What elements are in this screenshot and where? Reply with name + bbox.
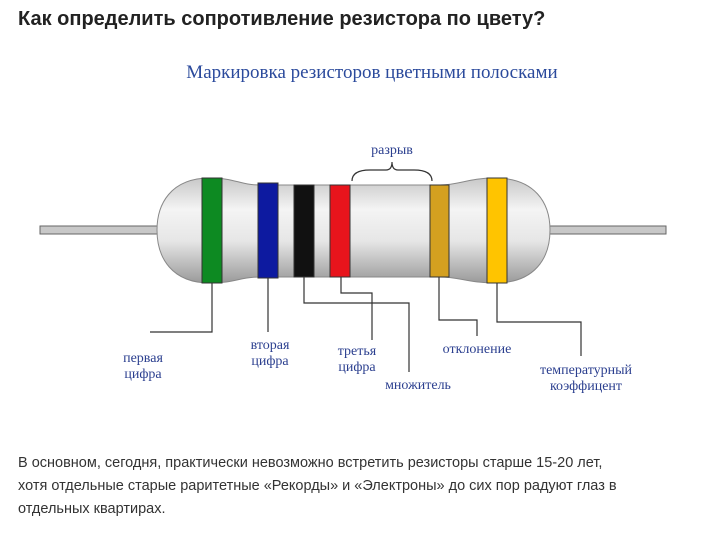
- paragraph-line: хотя отдельные старые раритетные «Рекорд…: [18, 478, 617, 494]
- diagram-title: Маркировка резисторов цветными полосками: [186, 62, 557, 83]
- band-green: [201, 177, 223, 284]
- gap-label: разрыв: [371, 143, 413, 158]
- band-gold: [429, 184, 450, 278]
- band-label: третья: [338, 344, 377, 359]
- resistor-diagram: Маркировка резисторов цветными полосками…: [39, 62, 667, 394]
- band-label: отклонение: [443, 342, 512, 357]
- gap-brace: [351, 161, 433, 182]
- leader-line: [340, 277, 373, 340]
- band-label: цифра: [251, 354, 289, 369]
- leader-line: [496, 283, 582, 356]
- band-label: цифра: [338, 360, 376, 375]
- band-black: [293, 184, 315, 278]
- band-label: вторая: [251, 338, 290, 353]
- band-label: множитель: [385, 378, 451, 393]
- band-label: первая: [123, 351, 163, 366]
- band-label: цифра: [124, 367, 162, 382]
- band-red: [329, 184, 351, 278]
- paragraph-line: отдельных квартирах.: [18, 501, 166, 517]
- paragraph: В основном, сегодня, практически невозмо…: [18, 452, 617, 521]
- leader-line: [438, 277, 478, 336]
- leader-line: [303, 277, 410, 372]
- band-yellow: [486, 177, 508, 284]
- paragraph-line: В основном, сегодня, практически невозмо…: [18, 455, 603, 471]
- band-label: коэффицент: [550, 379, 622, 394]
- page-title: Как определить сопротивление резистора п…: [18, 8, 546, 30]
- band-blue: [257, 182, 279, 279]
- band-label: температурный: [540, 363, 633, 378]
- leader-line: [150, 283, 213, 333]
